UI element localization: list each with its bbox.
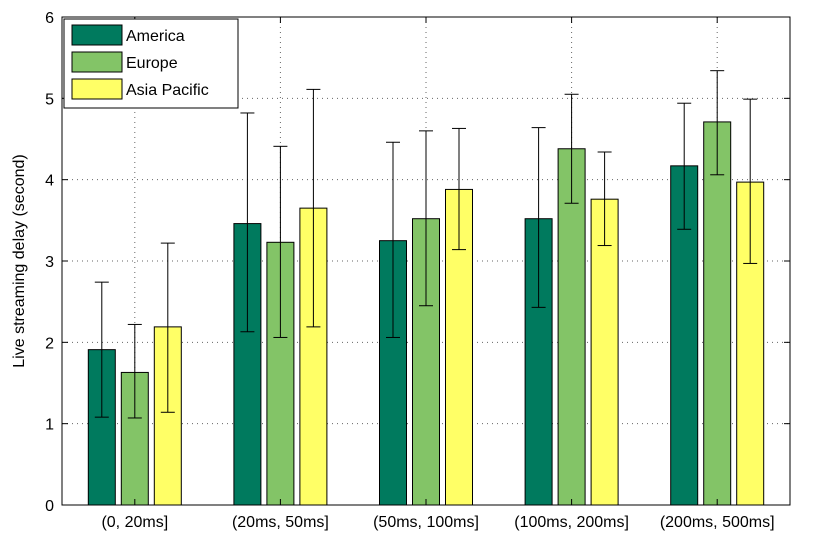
legend-swatch (71, 51, 123, 73)
y-tick-label: 1 (45, 417, 54, 434)
y-tick-label: 4 (45, 173, 54, 190)
x-tick-label: (100ms, 200ms] (514, 514, 629, 531)
y-tick-label: 6 (45, 10, 54, 27)
legend-label: Asia Pacific (126, 82, 209, 99)
x-tick-label: (200ms, 500ms] (660, 514, 775, 531)
y-tick-label: 5 (45, 91, 54, 108)
legend-swatch (71, 78, 123, 100)
bar (233, 223, 262, 506)
y-tick-label: 3 (45, 254, 54, 271)
bar (590, 198, 619, 506)
bar (557, 148, 586, 506)
x-tick-label: (20ms, 50ms] (232, 514, 329, 531)
x-tick-label: (0, 20ms] (101, 514, 168, 531)
error-bars (94, 70, 758, 419)
y-tick-label: 0 (45, 498, 54, 515)
x-tick-label: (50ms, 100ms] (373, 514, 479, 531)
tick-labels: 0 1 2 3 4 5 6 (0, 20ms] (20ms, 50ms] (50ms, 100ms… (45, 10, 774, 531)
legend-swatch (71, 24, 123, 46)
axis-ticks (62, 16, 790, 506)
legend-label: America (126, 28, 185, 45)
legend-label: Europe (126, 55, 178, 72)
y-tick-label: 2 (45, 335, 54, 352)
legend: America Europe Asia Pacific (63, 18, 239, 109)
bar (703, 121, 732, 506)
y-axis-label: Live streaming delay (second) (11, 154, 28, 367)
